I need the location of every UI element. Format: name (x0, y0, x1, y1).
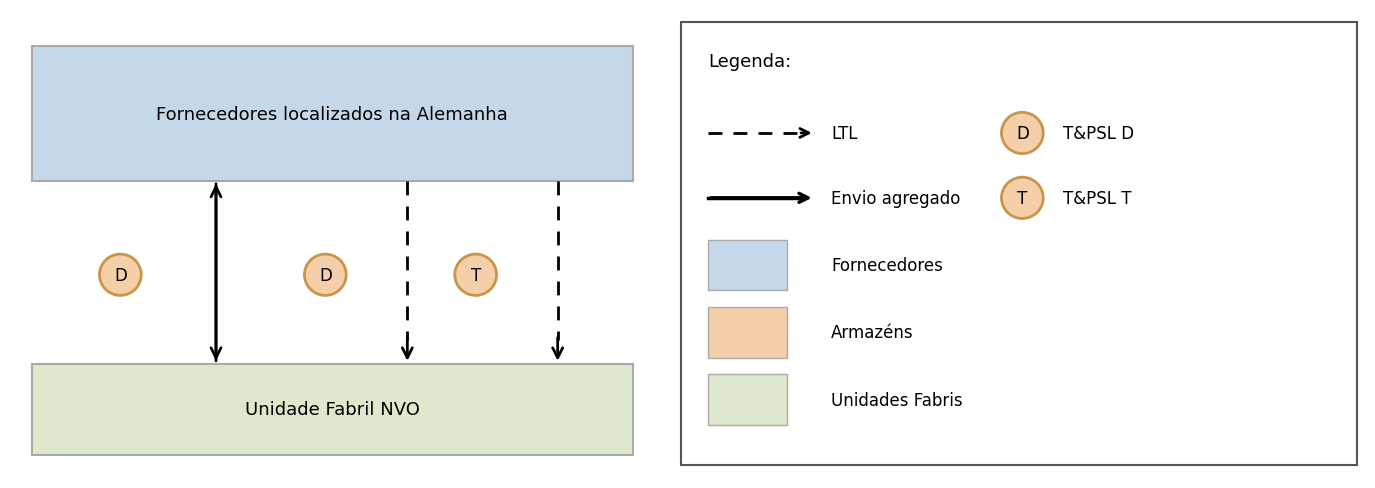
Ellipse shape (99, 255, 142, 296)
Text: Envio agregado: Envio agregado (830, 189, 960, 207)
Text: D: D (114, 266, 126, 284)
Ellipse shape (1001, 113, 1044, 154)
FancyBboxPatch shape (708, 241, 788, 291)
Text: D: D (319, 266, 331, 284)
Text: Armazéns: Armazéns (830, 324, 913, 342)
Text: T&PSL D: T&PSL D (1063, 125, 1134, 142)
Ellipse shape (455, 255, 496, 296)
FancyBboxPatch shape (681, 23, 1357, 465)
Text: T: T (1018, 189, 1027, 207)
Text: T&PSL T: T&PSL T (1063, 189, 1132, 207)
Ellipse shape (304, 255, 346, 296)
Text: D: D (1016, 125, 1028, 142)
Text: Unidades Fabris: Unidades Fabris (830, 391, 962, 409)
Text: LTL: LTL (830, 125, 858, 142)
Text: T: T (470, 266, 481, 284)
Text: Fornecedores: Fornecedores (830, 257, 943, 275)
Ellipse shape (1001, 178, 1044, 219)
FancyBboxPatch shape (32, 364, 632, 455)
FancyBboxPatch shape (708, 375, 788, 425)
Text: Legenda:: Legenda: (708, 53, 791, 71)
FancyBboxPatch shape (32, 47, 632, 182)
Text: Unidade Fabril NVO: Unidade Fabril NVO (245, 401, 419, 419)
FancyBboxPatch shape (708, 307, 788, 358)
Text: Fornecedores localizados na Alemanha: Fornecedores localizados na Alemanha (157, 105, 507, 123)
